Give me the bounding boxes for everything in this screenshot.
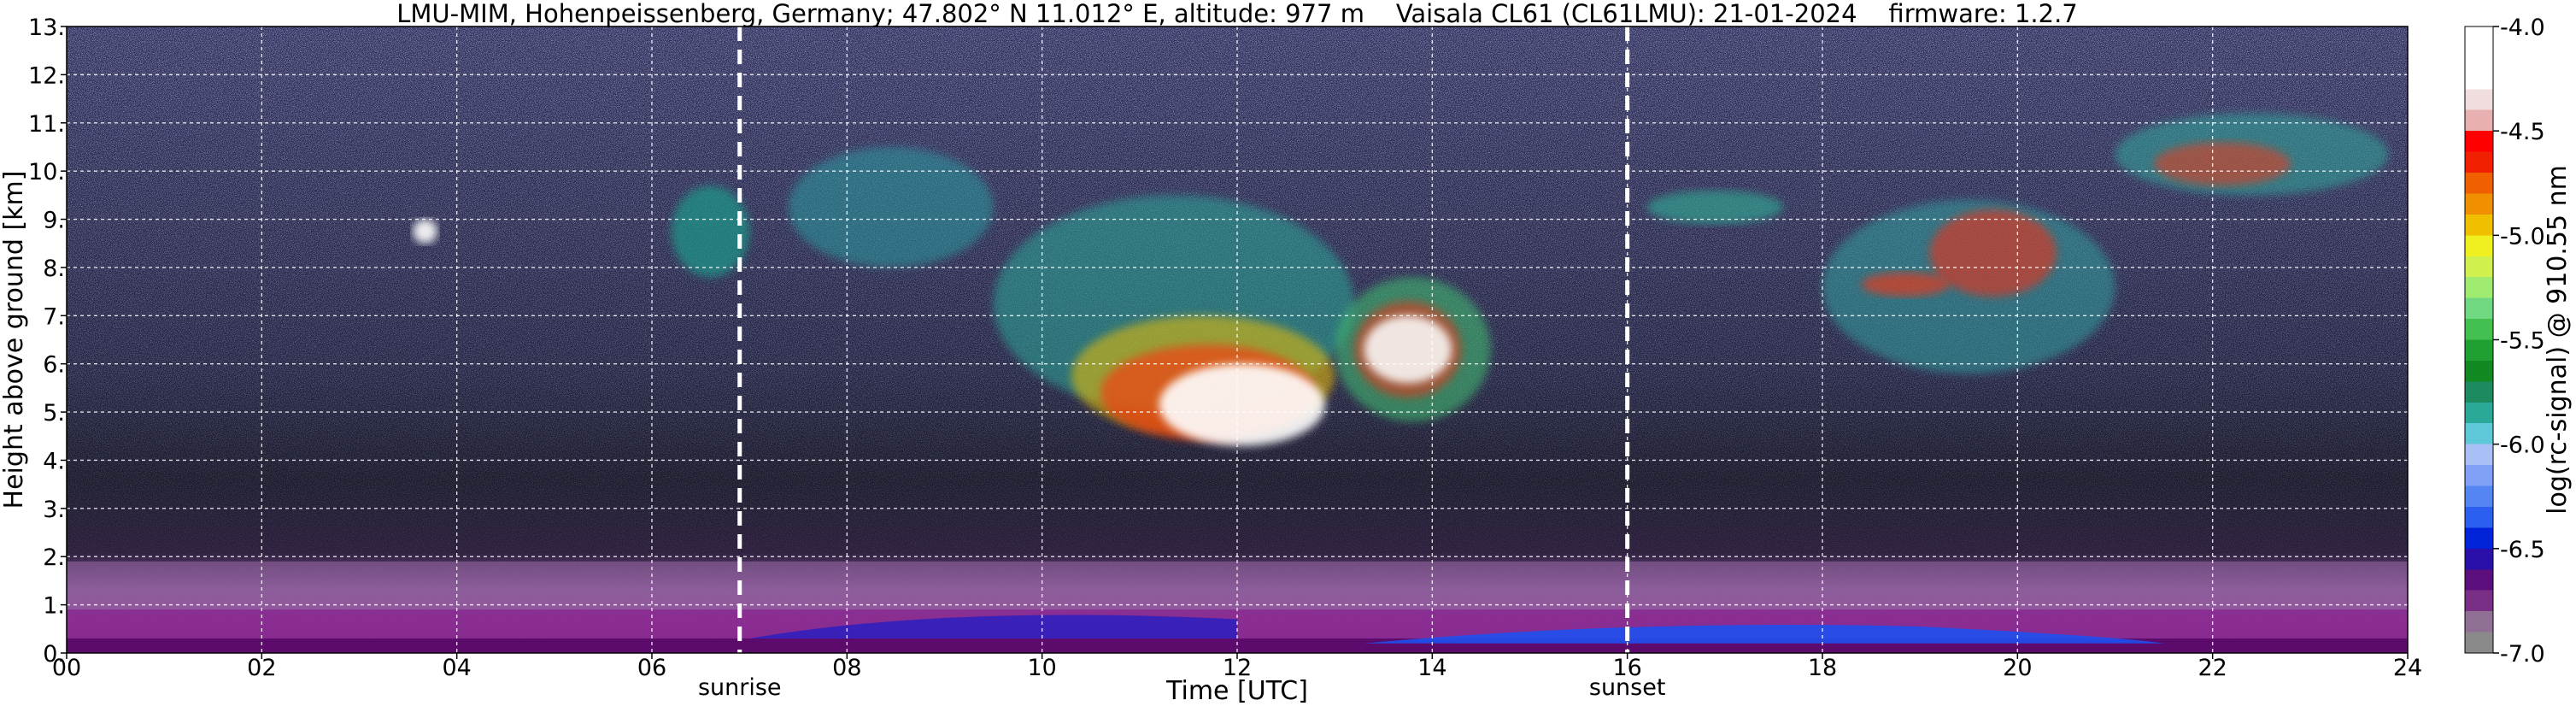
- x-tick-label: 24: [2393, 655, 2422, 681]
- x-tick-label: 08: [832, 655, 861, 681]
- y-tick-label: 7.: [43, 303, 65, 330]
- cloud-echo-12: [1861, 272, 1950, 297]
- y-axis-label: Height above ground [km]: [0, 171, 29, 509]
- colorbar-tick-label: -5.0: [2500, 223, 2545, 250]
- sunset-annotation: sunset: [1589, 674, 1666, 701]
- x-tick-label: 16: [1612, 655, 1641, 681]
- annotations: sunrise sunset: [698, 674, 1665, 701]
- x-tick-label: 10: [1027, 655, 1056, 681]
- plot-area: [67, 26, 2408, 653]
- colorbar-tick-label: -5.5: [2500, 328, 2545, 355]
- y-tick-label: 13.: [28, 15, 65, 41]
- cloud-echo-8: [1364, 315, 1452, 384]
- y-tick-label: 11.: [28, 111, 65, 138]
- y-tick-label: 12.: [28, 62, 65, 89]
- colorbar: -7.0 -6.5 -6.0 -5.5 -5.0 -4.5 -4.0 log(rc-sign…: [2464, 15, 2573, 668]
- x-tick-label: 06: [637, 655, 666, 681]
- aerosol-layer-morning: [749, 615, 1237, 639]
- x-axis-label: Time [UTC]: [1165, 676, 1308, 706]
- colorbar-ticks: -7.0 -6.5 -6.0 -5.5 -5.0 -4.5 -4.0: [2493, 15, 2545, 668]
- sunrise-annotation: sunrise: [698, 674, 782, 701]
- colorbar-scale: [2464, 26, 2494, 654]
- y-tick-label: 3.: [43, 497, 65, 523]
- y-tick-label: 8.: [43, 256, 65, 282]
- y-tick-label: 10.: [28, 159, 65, 185]
- x-tick-label: 02: [247, 655, 276, 681]
- x-tick-label: 14: [1417, 655, 1446, 681]
- cloud-echo-5: [1159, 363, 1325, 446]
- x-tick-label: 18: [1808, 655, 1837, 681]
- y-tick-label: 5.: [43, 400, 65, 427]
- x-tick-label: 00: [52, 655, 81, 681]
- chart-title: LMU-MIM, Hohenpeissenberg, Germany; 47.8…: [396, 0, 2078, 28]
- y-tick-label: 1.: [43, 593, 65, 620]
- grid-lines: [67, 26, 2408, 653]
- y-axis-ticks: 0. 1. 2. 3. 4. 5. 6. 7. 8. 9. 10. 11. 12. 13.: [28, 15, 67, 668]
- y-tick-label: 2.: [43, 544, 65, 571]
- x-tick-label: 12: [1223, 655, 1252, 681]
- cloud-echo-9: [1646, 190, 1784, 225]
- cloud-echo-14: [2154, 142, 2291, 186]
- colorbar-tick-label: -4.0: [2500, 15, 2545, 41]
- y-tick-label: 0.: [43, 641, 65, 668]
- aerosol-layer-afternoon: [1364, 625, 2164, 644]
- y-tick-label: 4.: [43, 448, 65, 474]
- y-tick-label: 9.: [43, 208, 65, 234]
- colorbar-label: log(rc-signal) @ 910.55 nm: [2543, 165, 2573, 515]
- cloud-echo-0: [671, 185, 750, 278]
- x-tick-label: 22: [2198, 655, 2227, 681]
- colorbar-tick-label: -6.0: [2500, 432, 2545, 459]
- sun-event-lines: [737, 26, 1630, 653]
- cloud-echo-15: [413, 219, 437, 244]
- colorbar-tick-label: -4.5: [2500, 119, 2545, 145]
- cloud-echo-11: [1929, 209, 2057, 297]
- colorbar-tick-label: -6.5: [2500, 537, 2545, 563]
- y-tick-label: 6.: [43, 352, 65, 379]
- x-axis-ticks: 00 02 04 06 08 10 12 14 16 18 20 22 24: [52, 653, 2422, 681]
- x-tick-label: 20: [2003, 655, 2032, 681]
- x-tick-label: 04: [442, 655, 471, 681]
- colorbar-tick-label: -7.0: [2500, 641, 2545, 668]
- cloud-echo-1: [788, 146, 994, 268]
